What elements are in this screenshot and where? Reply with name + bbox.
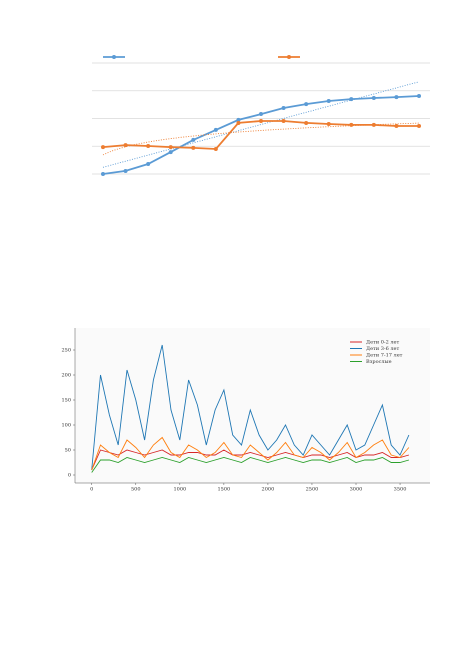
point	[213, 127, 218, 132]
point	[394, 123, 399, 128]
point	[259, 118, 263, 123]
series-line	[91, 436, 410, 471]
point	[168, 150, 173, 155]
legend-label: Дети 3-6 лет	[366, 346, 399, 352]
point	[191, 145, 196, 150]
legend-marker	[112, 55, 116, 59]
y-tick-label: 50	[65, 448, 71, 454]
point	[326, 122, 331, 127]
point	[259, 112, 263, 117]
point	[304, 102, 309, 107]
point	[146, 143, 151, 148]
plot-area	[75, 328, 430, 483]
point	[168, 145, 173, 150]
series-line	[102, 95, 420, 175]
legend-label: Дети 7-17 лет	[366, 353, 403, 359]
point	[123, 168, 128, 173]
point	[236, 120, 241, 125]
x-tick-label: 2500	[306, 487, 319, 493]
point	[146, 162, 151, 167]
point	[371, 122, 376, 127]
y-tick-label: 200	[61, 373, 71, 379]
series-line	[91, 457, 410, 473]
point	[417, 94, 421, 99]
legend-label: Взрослые	[366, 359, 392, 365]
x-tick-label: 1000	[173, 487, 186, 493]
x-tick-label: 3500	[394, 487, 407, 493]
y-tick-label: 250	[61, 348, 71, 354]
point	[281, 118, 286, 123]
point	[191, 137, 196, 142]
point	[417, 123, 421, 128]
y-tick-label: 0	[68, 473, 71, 479]
x-tick-label: 500	[131, 487, 141, 493]
x-tick-label: 3000	[350, 487, 363, 493]
point	[349, 97, 354, 102]
point	[101, 172, 105, 176]
x-tick-label: 0	[90, 487, 93, 493]
y-tick-label: 150	[61, 398, 71, 404]
point	[281, 105, 286, 110]
y-tick-label: 100	[61, 423, 71, 429]
series-line	[102, 120, 419, 150]
point	[371, 95, 376, 100]
x-tick-label: 2000	[262, 487, 275, 493]
series-line	[91, 344, 410, 471]
point	[236, 117, 241, 122]
point	[101, 145, 105, 150]
point	[394, 95, 399, 100]
legend-label: Дети 0-2 лет	[366, 340, 399, 346]
legend-marker	[287, 55, 291, 59]
point	[326, 99, 331, 104]
point	[123, 143, 128, 148]
x-tick-label: 1500	[218, 487, 231, 493]
trendline	[102, 122, 420, 156]
point	[213, 147, 218, 152]
point	[304, 120, 309, 125]
trendline	[102, 81, 420, 168]
point	[349, 122, 354, 127]
